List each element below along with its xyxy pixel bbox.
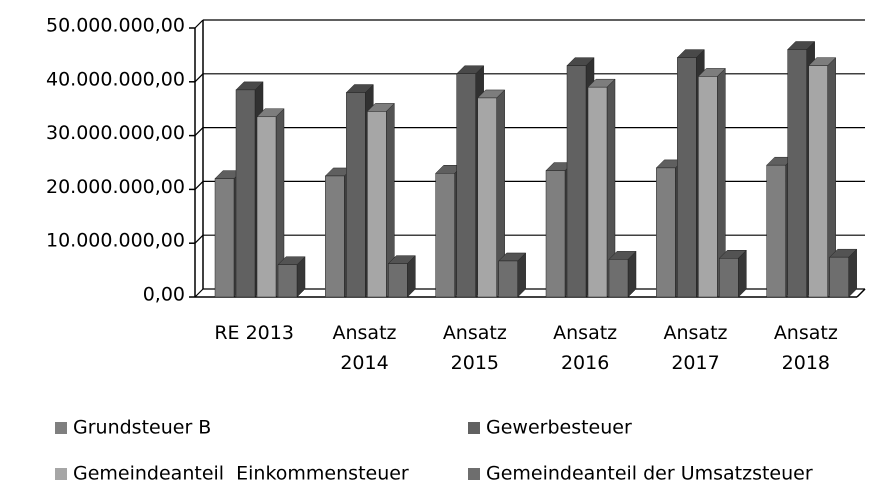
x-tick-label: Ansatz 2018 bbox=[773, 322, 838, 374]
bar bbox=[829, 248, 858, 298]
bar-front bbox=[388, 263, 408, 298]
bar-front bbox=[346, 92, 366, 298]
grid-diagonal bbox=[194, 73, 204, 83]
y-tick-label: 40.000.000,00 bbox=[46, 68, 185, 90]
y-tick-label: 0,00 bbox=[143, 284, 185, 306]
bar bbox=[387, 255, 416, 298]
y-tick-label: 30.000.000,00 bbox=[46, 122, 185, 144]
bar-front bbox=[787, 49, 807, 298]
legend-swatch bbox=[468, 422, 480, 434]
bar-front bbox=[235, 89, 256, 298]
bar bbox=[718, 249, 747, 298]
legend-swatch bbox=[55, 468, 67, 480]
x-tick-label: RE 2013 bbox=[214, 322, 294, 344]
bar-front bbox=[456, 73, 476, 298]
bar-front bbox=[656, 167, 676, 298]
back-wall bbox=[203, 20, 865, 289]
bar-front bbox=[677, 57, 697, 298]
bar-front bbox=[214, 178, 235, 298]
bar-front bbox=[766, 164, 786, 298]
bar-front bbox=[808, 65, 828, 298]
legend-label: Gewerbesteuer bbox=[486, 417, 632, 439]
bar-side bbox=[848, 248, 857, 298]
x-tick-label: Ansatz 2016 bbox=[553, 322, 618, 374]
y-tick-label: 50.000.000,00 bbox=[46, 15, 185, 37]
y-tick-label: 20.000.000,00 bbox=[46, 176, 185, 198]
bar-front bbox=[277, 264, 298, 298]
grid-diagonal bbox=[194, 19, 204, 29]
bar-front bbox=[325, 175, 345, 298]
bar-front bbox=[256, 116, 277, 298]
floor-right bbox=[856, 288, 866, 298]
bar-front bbox=[719, 258, 739, 298]
bar bbox=[256, 108, 285, 298]
bar-front bbox=[435, 173, 455, 298]
grid-diagonal bbox=[194, 127, 204, 137]
bar-front bbox=[608, 259, 629, 298]
bar bbox=[608, 250, 637, 298]
bar bbox=[477, 89, 506, 298]
x-tick-label: Ansatz 2015 bbox=[442, 322, 507, 374]
grid-diagonal bbox=[194, 180, 204, 190]
grid-diagonal bbox=[194, 234, 204, 244]
legend-swatch bbox=[468, 468, 480, 480]
legend-label: Gemeindeanteil der Umsatzsteuer bbox=[486, 463, 813, 485]
bar-front bbox=[498, 260, 518, 298]
bar-front bbox=[545, 170, 566, 298]
legend-swatch bbox=[55, 422, 67, 434]
bar bbox=[587, 78, 616, 298]
grid-diagonal bbox=[194, 288, 204, 298]
bar-front bbox=[698, 76, 718, 298]
bar bbox=[697, 67, 726, 298]
legend-label: Grundsteuer B bbox=[73, 417, 211, 439]
bar bbox=[277, 256, 306, 298]
bar-front bbox=[566, 65, 587, 298]
bar-front bbox=[367, 111, 387, 298]
legend-label: Gemeindeanteil Einkommensteuer bbox=[73, 463, 409, 485]
bar bbox=[498, 252, 527, 298]
bar-front bbox=[477, 97, 497, 298]
y-tick-label: 10.000.000,00 bbox=[46, 230, 185, 252]
bar-front bbox=[829, 256, 849, 298]
bar-front bbox=[587, 86, 608, 298]
x-tick-label: Ansatz 2017 bbox=[663, 322, 728, 374]
x-tick-label: Ansatz 2014 bbox=[332, 322, 397, 374]
bar bbox=[808, 57, 837, 298]
